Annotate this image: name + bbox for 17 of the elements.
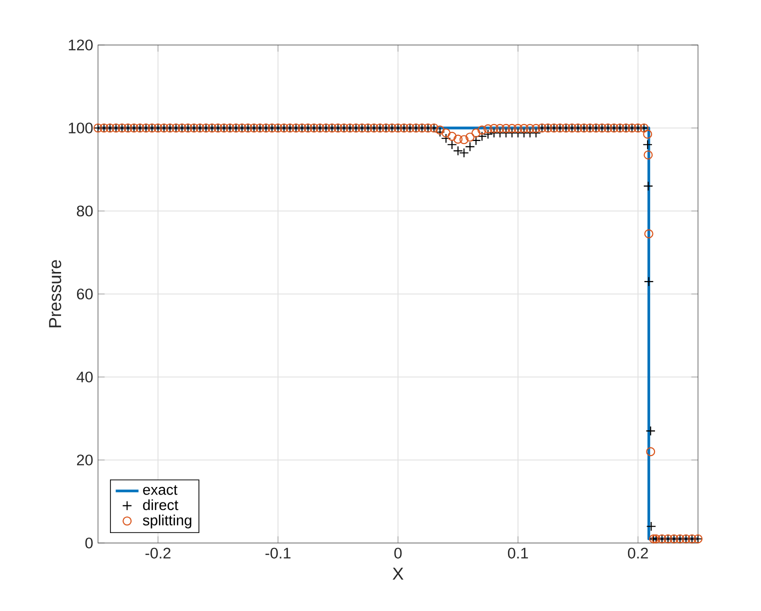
x-tick-label: -0.1 (265, 548, 290, 559)
y-tick-label: 40 (76, 372, 93, 382)
y-tick-label: 60 (77, 288, 93, 300)
x-tick-label: 0.1 (508, 548, 528, 559)
y-axis-title: Pressure (49, 260, 62, 328)
legend-label: direct (143, 499, 178, 510)
y-tick-label: 100 (68, 122, 93, 134)
legend-label: splitting (142, 514, 192, 528)
x-tick-label: 0.2 (628, 548, 648, 559)
y-tick-label: 80 (76, 206, 93, 216)
x-axis-title: X (392, 568, 404, 580)
x-tick-label: 0 (394, 548, 402, 559)
y-tick-label: 0 (85, 538, 93, 548)
y-tick-label: 20 (77, 454, 93, 466)
y-tick-label: 120 (68, 40, 93, 50)
x-tick-label: -0.2 (145, 548, 170, 559)
legend-label: exact (143, 485, 178, 495)
